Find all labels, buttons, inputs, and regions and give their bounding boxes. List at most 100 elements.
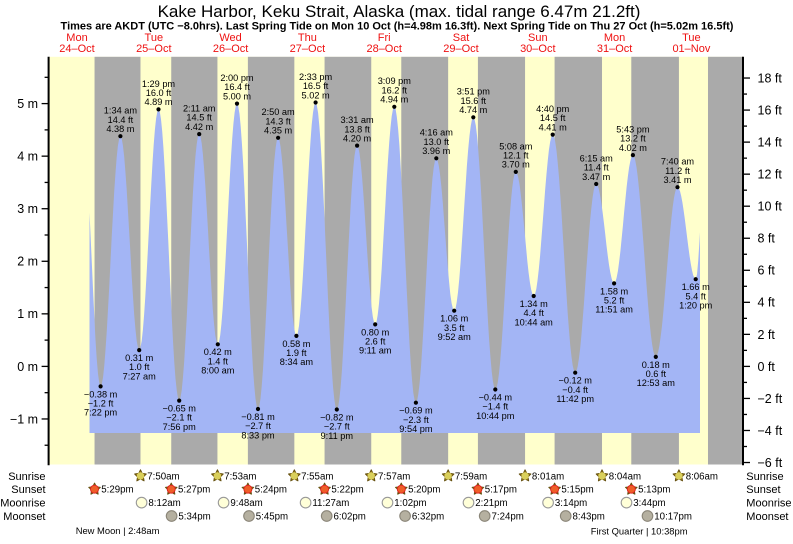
- svg-text:4:40 pm: 4:40 pm: [536, 104, 570, 114]
- svg-text:11:27am: 11:27am: [312, 498, 349, 509]
- svg-text:−1 m: −1 m: [10, 412, 38, 426]
- svg-text:Sunrise: Sunrise: [746, 471, 783, 483]
- svg-text:−0.38 m: −0.38 m: [84, 389, 118, 399]
- svg-text:5:08 am: 5:08 am: [499, 141, 533, 151]
- svg-text:1:34 am: 1:34 am: [104, 106, 138, 116]
- svg-text:Sat: Sat: [453, 32, 470, 44]
- svg-text:Moonset: Moonset: [746, 511, 788, 523]
- svg-text:24–Oct: 24–Oct: [59, 43, 94, 55]
- svg-text:5:24pm: 5:24pm: [255, 485, 287, 496]
- svg-text:10 ft: 10 ft: [758, 200, 783, 214]
- svg-text:14.5 ft: 14.5 ft: [186, 113, 212, 123]
- svg-text:6 ft: 6 ft: [758, 264, 776, 278]
- svg-text:−0.44 m: −0.44 m: [479, 392, 513, 402]
- svg-text:14.3 ft: 14.3 ft: [265, 116, 291, 126]
- svg-text:1.06 m: 1.06 m: [440, 314, 468, 324]
- svg-text:12 ft: 12 ft: [758, 168, 783, 182]
- svg-text:Sunrise: Sunrise: [8, 471, 45, 483]
- svg-text:26–Oct: 26–Oct: [213, 43, 248, 55]
- svg-text:5 m: 5 m: [17, 97, 38, 111]
- svg-text:9:11 am: 9:11 am: [359, 346, 392, 356]
- svg-text:13.0 ft: 13.0 ft: [424, 137, 450, 147]
- svg-text:5:20pm: 5:20pm: [408, 485, 440, 496]
- svg-text:1.58 m: 1.58 m: [600, 286, 628, 296]
- svg-text:4.02 m: 4.02 m: [619, 143, 647, 153]
- svg-text:10:17pm: 10:17pm: [654, 512, 692, 523]
- svg-text:14.5 ft: 14.5 ft: [540, 113, 566, 123]
- svg-text:9:52 am: 9:52 am: [438, 332, 472, 342]
- svg-text:9:48am: 9:48am: [230, 498, 262, 509]
- svg-text:−1.2 ft: −1.2 ft: [88, 398, 114, 408]
- svg-text:−0.4 ft: −0.4 ft: [562, 385, 588, 395]
- svg-text:31–Oct: 31–Oct: [597, 43, 632, 55]
- svg-text:4.94 m: 4.94 m: [380, 95, 408, 105]
- svg-text:3.5 ft: 3.5 ft: [444, 323, 465, 333]
- svg-text:16.4 ft: 16.4 ft: [224, 82, 250, 92]
- svg-text:18 ft: 18 ft: [758, 71, 783, 85]
- svg-text:1 m: 1 m: [17, 307, 38, 321]
- svg-text:9:54 pm: 9:54 pm: [399, 424, 433, 434]
- svg-text:6:32pm: 6:32pm: [412, 512, 444, 523]
- svg-text:2.6 ft: 2.6 ft: [365, 336, 386, 346]
- svg-text:7:56 pm: 7:56 pm: [163, 422, 197, 432]
- svg-text:5:17pm: 5:17pm: [485, 485, 517, 496]
- svg-text:2:11 am: 2:11 am: [183, 103, 216, 113]
- svg-text:3:09 pm: 3:09 pm: [378, 76, 412, 86]
- svg-text:01–Nov: 01–Nov: [672, 43, 710, 55]
- svg-text:Moonrise: Moonrise: [0, 497, 45, 509]
- svg-text:6:02pm: 6:02pm: [334, 512, 366, 523]
- svg-text:8:34 am: 8:34 am: [280, 357, 314, 367]
- svg-text:4 m: 4 m: [17, 150, 38, 164]
- svg-text:1.0 ft: 1.0 ft: [129, 362, 150, 372]
- svg-text:0.58 m: 0.58 m: [282, 339, 310, 349]
- svg-text:7:24pm: 7:24pm: [492, 512, 524, 523]
- svg-text:7:40 am: 7:40 am: [661, 157, 695, 167]
- svg-text:1.9 ft: 1.9 ft: [286, 348, 307, 358]
- svg-text:15.6 ft: 15.6 ft: [461, 96, 487, 106]
- svg-text:−0.69 m: −0.69 m: [399, 406, 433, 416]
- svg-text:30–Oct: 30–Oct: [520, 43, 555, 55]
- svg-text:3:44pm: 3:44pm: [633, 498, 665, 509]
- svg-text:3.41 m: 3.41 m: [663, 175, 691, 185]
- svg-text:10:44 am: 10:44 am: [515, 317, 554, 327]
- svg-text:12.1 ft: 12.1 ft: [503, 151, 529, 161]
- svg-text:Thu: Thu: [298, 32, 317, 44]
- svg-text:1.34 m: 1.34 m: [520, 299, 548, 309]
- svg-text:−1.4 ft: −1.4 ft: [482, 402, 508, 412]
- svg-text:Moonset: Moonset: [3, 511, 45, 523]
- svg-text:5:43 pm: 5:43 pm: [616, 125, 650, 135]
- svg-text:8:12am: 8:12am: [148, 498, 180, 509]
- svg-text:4.38 m: 4.38 m: [106, 124, 134, 134]
- svg-text:7:50am: 7:50am: [147, 471, 179, 482]
- svg-text:5:13pm: 5:13pm: [638, 485, 670, 496]
- svg-text:−2.7 ft: −2.7 ft: [324, 422, 350, 432]
- svg-text:5:29pm: 5:29pm: [101, 485, 133, 496]
- svg-text:0.18 m: 0.18 m: [642, 360, 670, 370]
- svg-text:4.74 m: 4.74 m: [459, 105, 487, 115]
- svg-text:4 ft: 4 ft: [758, 296, 776, 310]
- svg-text:0 ft: 0 ft: [758, 360, 776, 374]
- svg-text:8 ft: 8 ft: [758, 232, 776, 246]
- svg-text:−4 ft: −4 ft: [758, 424, 783, 438]
- svg-text:−0.65 m: −0.65 m: [162, 403, 196, 413]
- svg-text:2 ft: 2 ft: [758, 328, 776, 342]
- svg-text:4.4 ft: 4.4 ft: [523, 308, 544, 318]
- svg-text:7:53am: 7:53am: [224, 471, 256, 482]
- svg-text:2:33 pm: 2:33 pm: [299, 72, 333, 82]
- svg-text:7:59am: 7:59am: [455, 471, 487, 482]
- svg-text:−0.12 m: −0.12 m: [558, 376, 592, 386]
- svg-text:29–Oct: 29–Oct: [443, 43, 478, 55]
- svg-text:Fri: Fri: [378, 32, 391, 44]
- svg-text:−2.7 ft: −2.7 ft: [245, 421, 271, 431]
- svg-text:11.2 ft: 11.2 ft: [665, 166, 690, 176]
- svg-text:8:01am: 8:01am: [532, 471, 564, 482]
- svg-text:4:16 am: 4:16 am: [420, 128, 454, 138]
- svg-text:5:45pm: 5:45pm: [256, 512, 288, 523]
- svg-text:−2 ft: −2 ft: [758, 392, 783, 406]
- svg-text:2:00 pm: 2:00 pm: [220, 73, 254, 83]
- svg-text:7:57am: 7:57am: [378, 471, 410, 482]
- svg-text:6:15 am: 6:15 am: [580, 153, 614, 163]
- svg-text:5.4 ft: 5.4 ft: [685, 291, 706, 301]
- svg-text:13.2 ft: 13.2 ft: [620, 134, 646, 144]
- svg-text:8:06am: 8:06am: [686, 471, 718, 482]
